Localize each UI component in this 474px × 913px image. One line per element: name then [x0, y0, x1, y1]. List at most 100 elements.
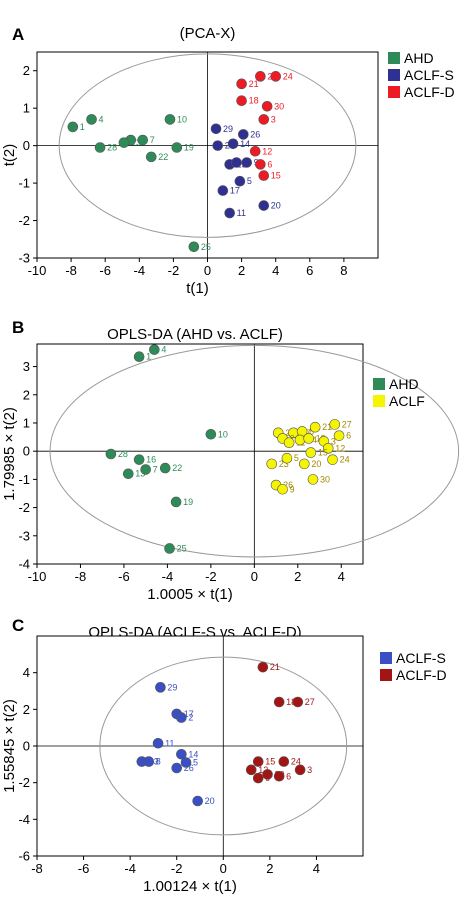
data-point — [105, 448, 117, 460]
legend-label: AHD — [389, 376, 419, 392]
data-point — [257, 661, 269, 673]
y-tick-label: 2 — [23, 702, 30, 717]
point-label: 30 — [320, 474, 330, 484]
x-tick-label: 2 — [266, 861, 273, 876]
panel-B: B OPLS-DA (AHD vs. ACLF)-10 -8 -6 -4 -2 0 2 4-4-… — [1, 318, 460, 603]
x-tick-label: -4 — [124, 861, 136, 876]
point-label: 15 — [271, 171, 281, 181]
y-tick-label: -6 — [18, 849, 30, 864]
data-point — [231, 157, 242, 168]
data-point — [145, 151, 157, 163]
x-tick-label: -6 — [78, 861, 90, 876]
data-point — [283, 437, 295, 449]
data-point — [149, 344, 160, 355]
data-point — [294, 434, 306, 446]
point-label: 17 — [230, 186, 240, 196]
point-label: 26 — [283, 480, 293, 490]
data-point — [277, 483, 288, 495]
data-point — [266, 458, 278, 470]
point-label: 14 — [188, 749, 198, 759]
data-point — [164, 114, 176, 125]
data-point — [94, 142, 106, 153]
data-point — [176, 712, 187, 723]
point-label: 22 — [158, 152, 168, 162]
point-label: 2 — [188, 713, 193, 723]
data-point — [252, 772, 264, 784]
data-point — [67, 121, 79, 133]
data-point — [140, 464, 151, 475]
y-tick-label: -1 — [18, 472, 30, 487]
point-label: 29 — [167, 682, 177, 692]
point-label: 21 — [322, 422, 332, 432]
data-point — [180, 757, 192, 768]
point-label: 1 — [80, 122, 85, 132]
point-label: 13 — [131, 138, 141, 148]
point-label: 19 — [183, 497, 193, 507]
point-label: 23 — [237, 159, 247, 169]
data-point — [137, 134, 149, 146]
data-point — [255, 71, 266, 82]
data-point — [258, 114, 270, 125]
x-tick-label: -4 — [134, 263, 146, 278]
panels: A (PCA-X)-10 -8 -6 -4 -2 0 2 4 6 8-3-2-1012t(1)t(2… — [1, 25, 460, 895]
data-point — [122, 468, 134, 480]
y-tick-label: -3 — [18, 251, 30, 266]
point-label: 25 — [177, 543, 187, 553]
y-tick-label: -1 — [18, 176, 30, 191]
data-point — [262, 769, 273, 780]
y-tick-label: 1 — [23, 101, 30, 116]
point-label: 5 — [193, 758, 198, 768]
data-point — [234, 175, 246, 187]
y-tick-label: -2 — [18, 213, 30, 228]
panel-letter: A — [12, 25, 24, 44]
point-label: 1 — [146, 352, 151, 362]
point-label: 27 — [305, 697, 315, 707]
data-point — [255, 159, 266, 170]
data-point — [307, 474, 319, 485]
y-tick-label: 0 — [23, 739, 30, 754]
panel-A: A (PCA-X)-10 -8 -6 -4 -2 0 2 4 6 8-3-2-1012t(1)t(2… — [1, 25, 455, 297]
point-label: 7 — [153, 465, 158, 475]
x-tick-label: -2 — [205, 569, 217, 584]
legend-label: ACLF-D — [404, 84, 455, 100]
hotelling-ellipse — [58, 53, 357, 238]
data-point — [236, 95, 247, 106]
data-point — [299, 458, 310, 470]
data-point — [249, 145, 261, 157]
x-tick-label: 6 — [306, 263, 313, 278]
data-point — [294, 764, 306, 776]
point-label: 20 — [311, 459, 321, 469]
x-tick-label: -8 — [65, 263, 77, 278]
legend-swatch — [373, 378, 385, 390]
point-label: 9 — [290, 484, 295, 494]
y-tick-label: 1 — [23, 415, 30, 430]
data-point — [236, 78, 247, 90]
data-point — [118, 137, 130, 148]
data-point — [133, 351, 145, 362]
point-label: 24 — [283, 71, 293, 81]
data-point — [238, 129, 249, 140]
point-label: 3 — [307, 765, 312, 775]
point-label: 17 — [184, 709, 194, 719]
x-tick-label: -10 — [28, 263, 47, 278]
y-axis-label: 1.79985 × t(2) — [1, 407, 18, 501]
legend-label: AHD — [404, 50, 434, 66]
x-tick-label: 0 — [204, 263, 211, 278]
data-point — [188, 241, 200, 253]
point-label: 22 — [172, 463, 182, 473]
point-label: 12 — [335, 443, 345, 453]
data-point — [309, 421, 321, 433]
x-tick-label: 0 — [251, 569, 258, 584]
point-label: 29 — [223, 124, 233, 134]
point-label: 11 — [237, 208, 246, 218]
legend-swatch — [373, 395, 385, 407]
y-tick-label: 2 — [23, 63, 30, 78]
data-point — [261, 101, 273, 112]
point-label: 10 — [218, 429, 228, 439]
point-label: 19 — [184, 143, 194, 153]
data-point — [210, 123, 222, 135]
x-tick-label: -6 — [118, 569, 130, 584]
legend-swatch — [388, 86, 400, 98]
point-label: 12 — [262, 146, 272, 156]
data-point — [205, 428, 217, 440]
